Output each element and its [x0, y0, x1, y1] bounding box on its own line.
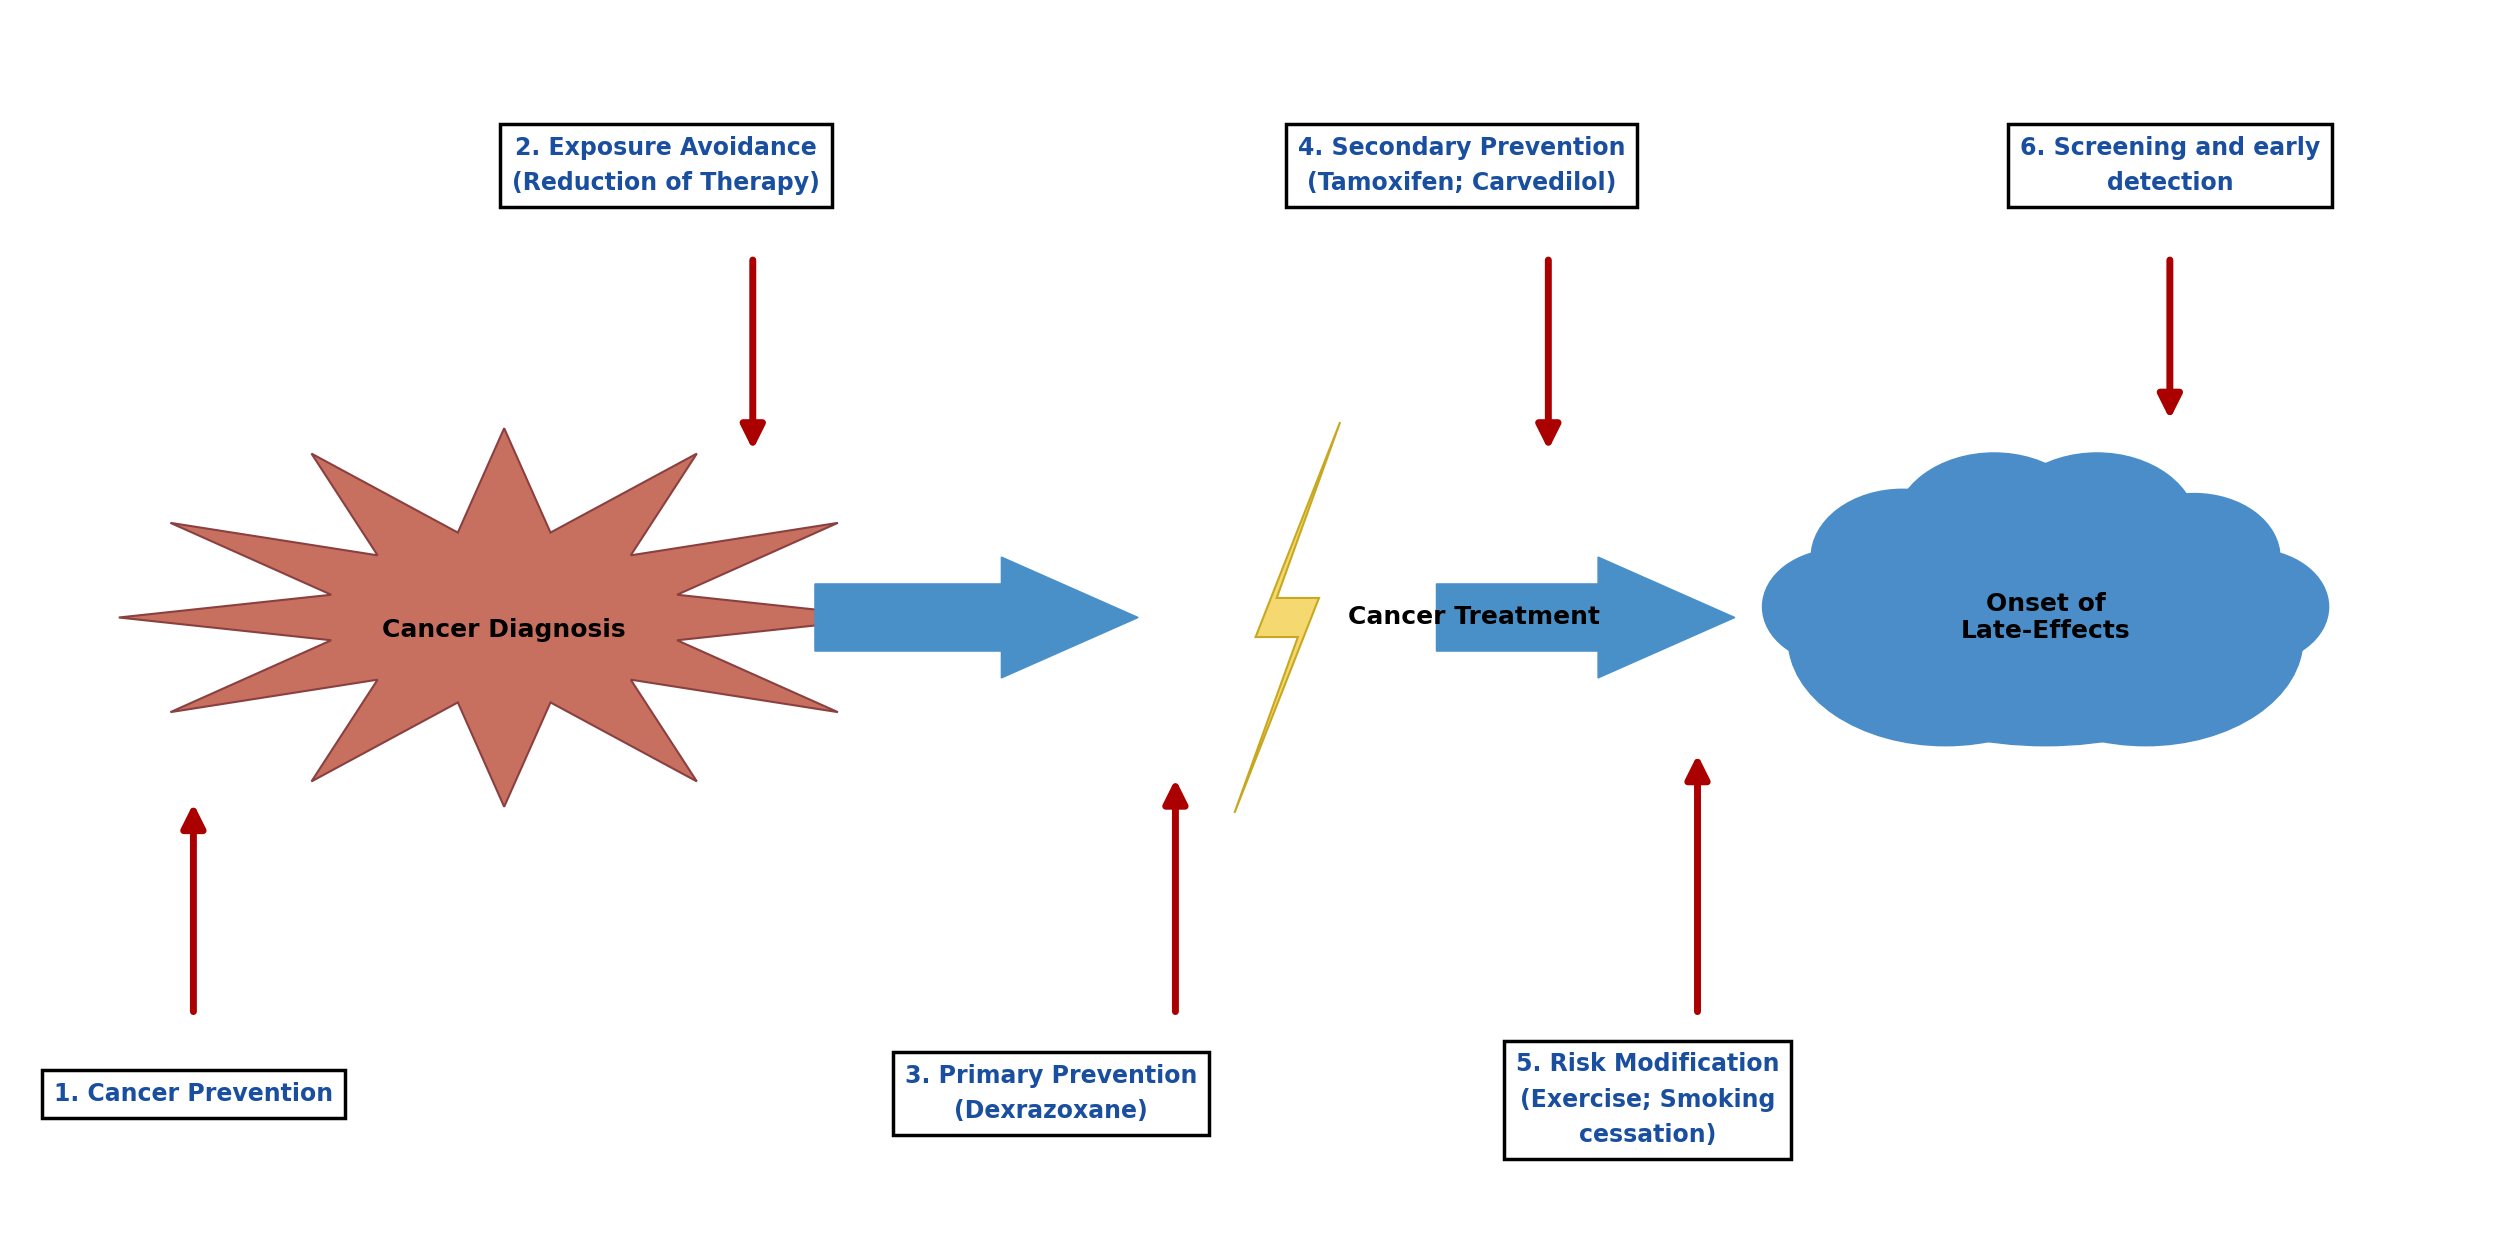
Ellipse shape — [2175, 550, 2328, 664]
Ellipse shape — [1818, 489, 2275, 746]
Text: 2. Exposure Avoidance
(Reduction of Therapy): 2. Exposure Avoidance (Reduction of Ther… — [512, 136, 820, 195]
Ellipse shape — [1998, 453, 2198, 603]
Text: Cancer Treatment: Cancer Treatment — [1348, 605, 1600, 630]
Text: Cancer Diagnosis: Cancer Diagnosis — [382, 618, 625, 642]
Text: 5. Risk Modification
(Exercise; Smoking
cessation): 5. Risk Modification (Exercise; Smoking … — [1515, 1052, 1780, 1147]
Ellipse shape — [1788, 532, 2102, 746]
FancyArrow shape — [815, 557, 1138, 678]
Ellipse shape — [1762, 550, 1918, 664]
Text: 4. Secondary Prevention
(Tamoxifen; Carvedilol): 4. Secondary Prevention (Tamoxifen; Carv… — [1298, 136, 1625, 195]
Ellipse shape — [1810, 489, 1995, 626]
Ellipse shape — [1895, 453, 2095, 603]
Text: 3. Primary Prevention
(Dexrazoxane): 3. Primary Prevention (Dexrazoxane) — [905, 1065, 1198, 1124]
Text: 6. Screening and early
detection: 6. Screening and early detection — [2020, 136, 2320, 195]
Text: 1. Cancer Prevention: 1. Cancer Prevention — [55, 1082, 333, 1105]
Polygon shape — [120, 429, 890, 806]
Ellipse shape — [1988, 532, 2302, 746]
FancyArrow shape — [1438, 557, 1735, 678]
Ellipse shape — [2108, 494, 2280, 621]
Polygon shape — [1235, 422, 1340, 813]
Text: Onset of
Late-Effects: Onset of Late-Effects — [1960, 592, 2130, 643]
